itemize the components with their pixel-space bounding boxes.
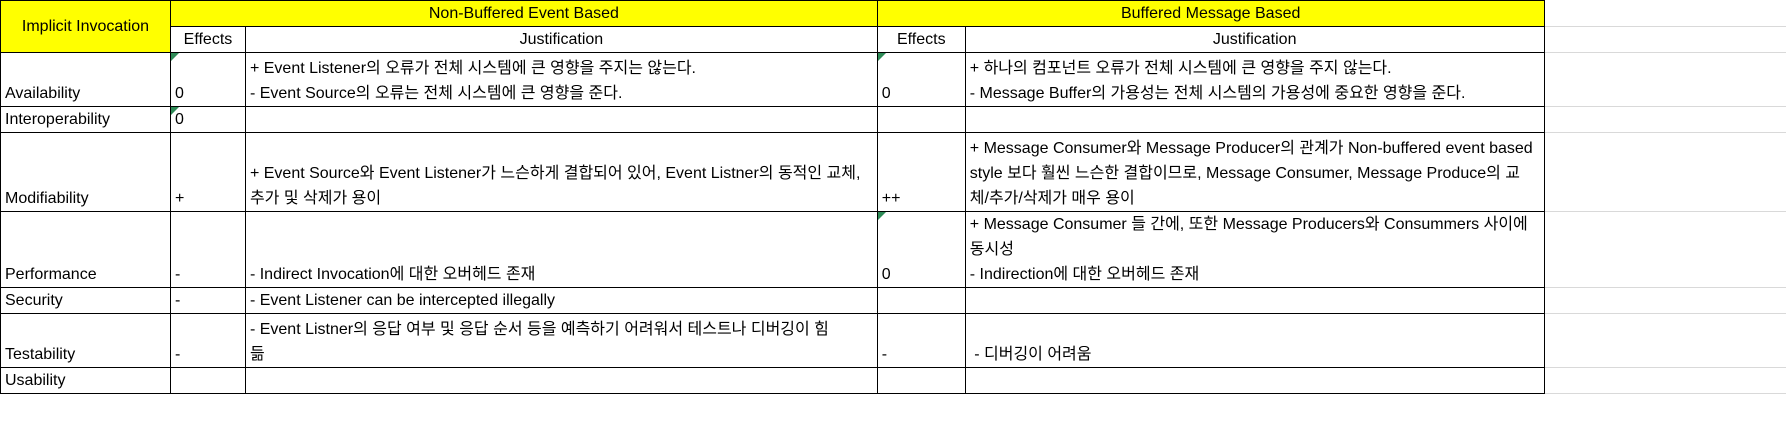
comparison-table: Implicit Invocation Non-Buffered Event B… [0,0,1786,394]
b-effect-cell[interactable] [876,367,966,394]
justification-line: + Message Consumer와 Message Producer의 관계… [969,140,1533,157]
nb-effect-cell[interactable] [169,367,246,394]
b-effect-cell[interactable]: ++ [876,132,966,212]
effects-header-cell[interactable]: Effects [169,26,246,53]
table-row: Usability [0,367,1786,394]
nb-justification-cell[interactable]: + Event Listener의 오류가 전체 시스템에 큰 영향을 주지는 … [244,52,878,107]
attribute-cell[interactable]: Performance [0,211,171,288]
empty-cell[interactable] [1544,211,1786,288]
b-justification-cell[interactable] [964,106,1545,133]
nb-justification-cell[interactable] [244,367,878,394]
justification-line: - Indirect Invocation에 대한 오버헤드 존재 [249,266,536,283]
justification-line: + 하나의 컴포넌트 오류가 전체 시스템에 큰 영향을 주지 않는다. [969,60,1392,77]
table-row: Availability 0 + Event Listener의 오류가 전체 … [0,52,1786,107]
empty-cell[interactable] [1544,287,1786,314]
justification-header-cell[interactable]: Justification [964,26,1545,53]
attribute-cell[interactable]: Security [0,287,171,314]
b-effect-cell[interactable] [876,106,966,133]
b-justification-cell[interactable]: - 디버깅이 어려움 [964,313,1545,368]
b-effect-cell[interactable]: 0 [876,52,966,107]
justification-line: 동시성 [969,241,1014,258]
nb-effect-cell[interactable]: 0 [169,106,246,133]
b-justification-cell[interactable]: + Message Consumer 들 간에, 또한 Message Prod… [964,211,1545,288]
nb-justification-cell[interactable] [244,106,878,133]
justification-line: style 보다 훨씬 느슨한 결합이므로, Message Consumer,… [969,165,1521,182]
b-justification-cell[interactable] [964,287,1545,314]
justification-line: - Indirection에 대한 오버헤드 존재 [969,266,1200,283]
corner-header-cell[interactable]: Implicit Invocation [0,0,171,53]
nb-effect-cell[interactable]: - [169,211,246,288]
justification-line: - Event Listner의 응답 여부 및 응답 순서 등을 예측하기 어… [249,321,829,338]
table-row: Security - - Event Listener can be inter… [0,287,1786,314]
empty-cell[interactable] [1544,0,1786,27]
justification-line: + Event Source와 Event Listener가 느슨하게 결합되… [249,165,861,182]
table-row: Modifiability + + Event Source와 Event Li… [0,132,1786,212]
justification-line: - 디버깅이 어려움 [969,346,1092,363]
nb-justification-cell[interactable]: - Indirect Invocation에 대한 오버헤드 존재 [244,211,878,288]
justification-line: 추가 및 삭제가 용이 [249,190,382,207]
header-row: Implicit Invocation Non-Buffered Event B… [0,0,1786,53]
empty-cell[interactable] [1544,132,1786,212]
nb-effect-cell[interactable]: - [169,287,246,314]
empty-cell[interactable] [1544,52,1786,107]
b-effect-cell[interactable]: 0 [876,211,966,288]
table-row: Interoperability 0 [0,106,1786,133]
justification-header-cell[interactable]: Justification [244,26,878,53]
nb-justification-cell[interactable]: + Event Source와 Event Listener가 느슨하게 결합되… [244,132,878,212]
nb-effect-cell[interactable]: 0 [169,52,246,107]
b-effect-cell[interactable] [876,287,966,314]
table-row: Testability - - Event Listner의 응답 여부 및 응… [0,313,1786,368]
non-buffered-header-cell[interactable]: Non-Buffered Event Based [169,0,878,27]
justification-line: + Message Consumer 들 간에, 또한 Message Prod… [969,216,1528,233]
nb-effect-cell[interactable]: + [169,132,246,212]
empty-cell[interactable] [1544,26,1786,53]
attribute-cell[interactable]: Interoperability [0,106,171,133]
empty-cell[interactable] [1544,367,1786,394]
table-row: Performance - - Indirect Invocation에 대한 … [0,211,1786,288]
attribute-cell[interactable]: Testability [0,313,171,368]
empty-cell[interactable] [1544,106,1786,133]
justification-line: 체/추가/삭제가 매우 용이 [969,190,1135,207]
effects-header-cell[interactable]: Effects [876,26,966,53]
nb-justification-cell[interactable]: - Event Listener can be intercepted ille… [244,287,878,314]
justification-line: + Event Listener의 오류가 전체 시스템에 큰 영향을 주지는 … [249,60,696,77]
empty-cell[interactable] [1544,313,1786,368]
nb-effect-cell[interactable]: - [169,313,246,368]
b-effect-cell[interactable]: - [876,313,966,368]
nb-justification-cell[interactable]: - Event Listner의 응답 여부 및 응답 순서 등을 예측하기 어… [244,313,878,368]
justification-line: - Event Source의 오류는 전체 시스템에 큰 영향을 준다. [249,85,623,102]
b-justification-cell[interactable]: + Message Consumer와 Message Producer의 관계… [964,132,1545,212]
attribute-cell[interactable]: Modifiability [0,132,171,212]
justification-line: 듦 [249,346,265,363]
buffered-header-cell[interactable]: Buffered Message Based [876,0,1545,27]
b-justification-cell[interactable]: + 하나의 컴포넌트 오류가 전체 시스템에 큰 영향을 주지 않는다. - M… [964,52,1545,107]
justification-line: - Event Listener can be intercepted ille… [249,292,556,309]
attribute-cell[interactable]: Usability [0,367,171,394]
subheader-row: Effects Justification Effects Justificat… [1,26,1786,53]
attribute-cell[interactable]: Availability [0,52,171,107]
b-justification-cell[interactable] [964,367,1545,394]
justification-line: - Message Buffer의 가용성는 전체 시스템의 가용성에 중요한 … [969,85,1466,102]
